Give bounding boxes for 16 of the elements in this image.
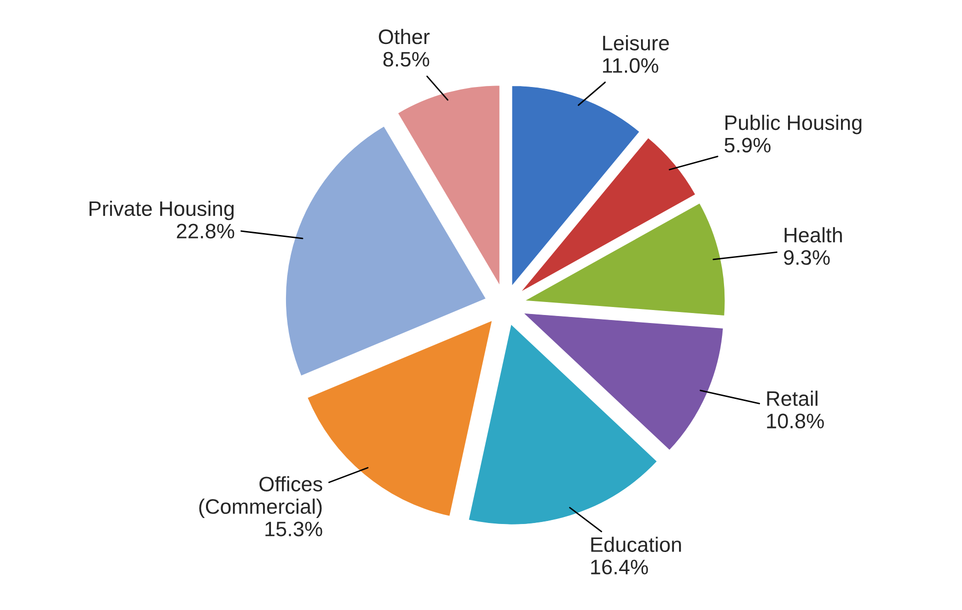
data-label: 5.9%	[724, 138, 771, 153]
data-label: 8.5%	[383, 52, 430, 67]
slice-label: Education	[591, 536, 681, 552]
slice-label: Private Housing	[90, 200, 234, 220]
slice-label: Other	[378, 28, 430, 44]
slice-label: Retail	[767, 390, 818, 406]
data-label: 11.0%	[603, 58, 658, 73]
slice-label: Public Housing	[725, 114, 862, 134]
data-label: 15.3%	[265, 522, 322, 536]
slice-label: Health	[784, 227, 842, 242]
data-label: 16.4%	[591, 560, 648, 574]
data-label: 10.8%	[767, 414, 824, 428]
data-label: 9.3%	[784, 250, 830, 265]
data-label: 22.8%	[176, 224, 234, 238]
slice-label: Leisure	[603, 35, 669, 50]
slice-label: Offices (Commercial)	[199, 476, 322, 518]
